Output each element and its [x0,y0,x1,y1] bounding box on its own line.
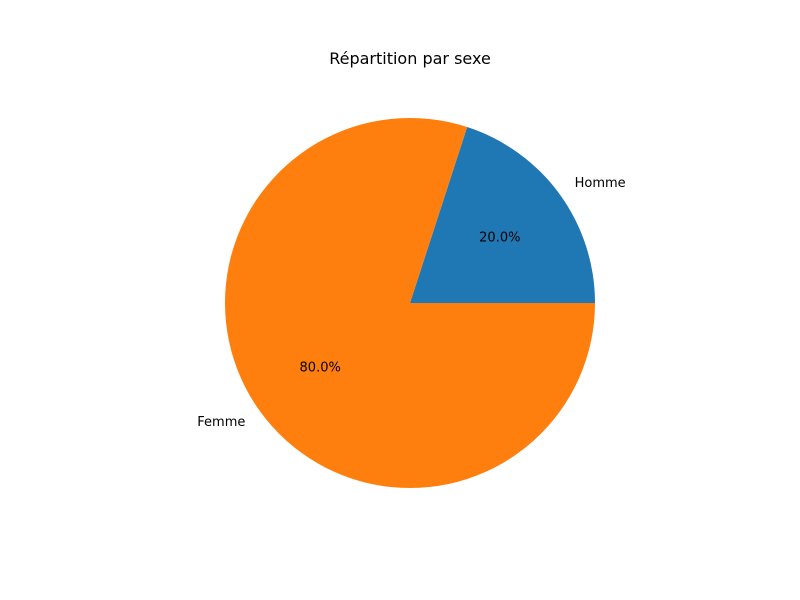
slice-percent-homme: 20.0% [479,230,520,245]
slice-percent-femme: 80.0% [300,361,341,376]
pie-slices [224,117,595,488]
pie-slice-femme [224,117,595,488]
pie-slice-homme [410,127,595,304]
slice-label-femme: Femme [197,415,245,430]
slice-label-homme: Homme [575,176,626,191]
pie-labels: Homme 20.0% Femme 80.0% [197,176,625,430]
chart-title: Répartition par sexe [329,49,491,68]
